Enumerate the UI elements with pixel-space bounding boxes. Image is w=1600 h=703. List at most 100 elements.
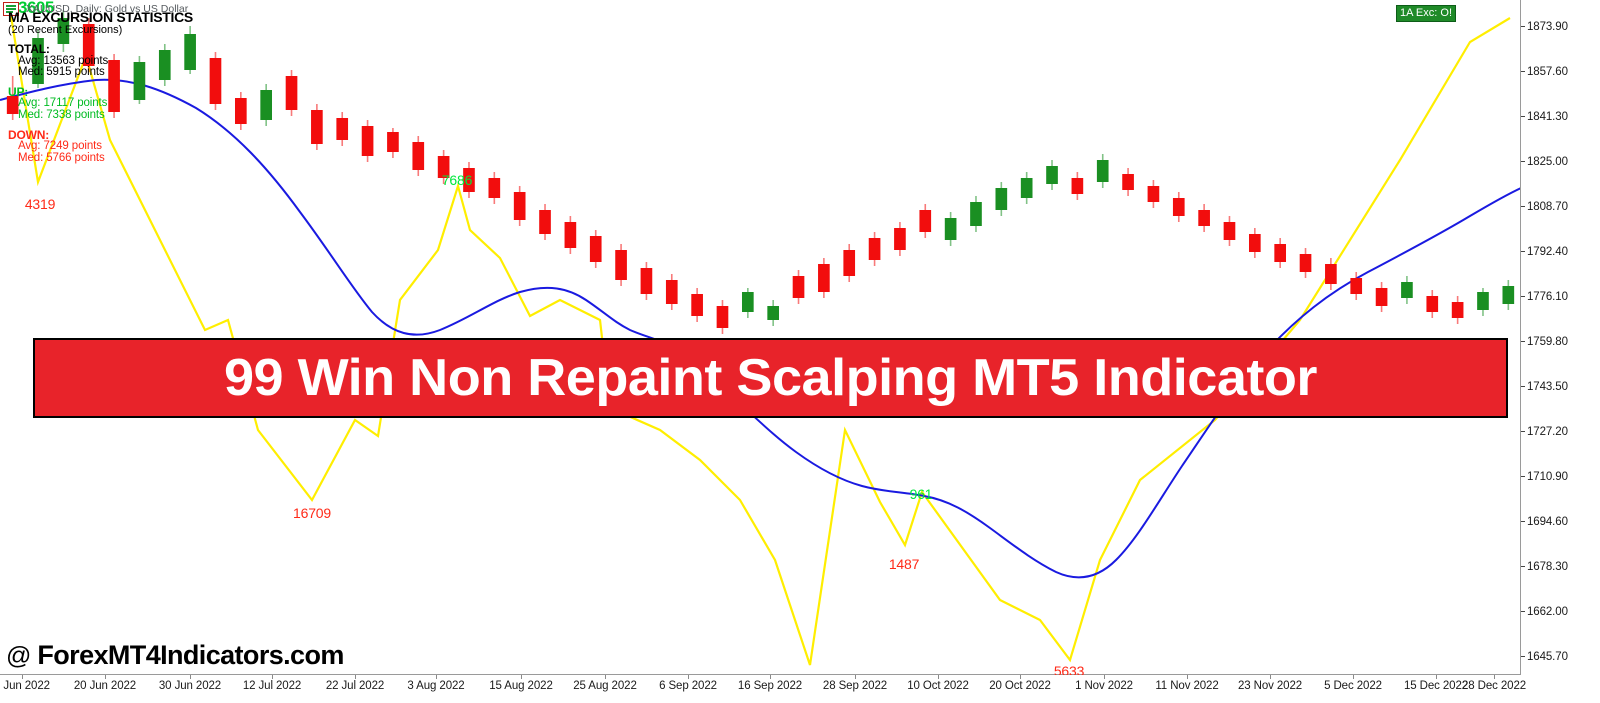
- candle-body: [158, 50, 171, 80]
- price-tick-mark: [1521, 431, 1525, 432]
- price-tick-mark: [1521, 71, 1525, 72]
- time-tick-label: 15 Aug 2022: [489, 680, 553, 692]
- price-tick: 1759.80: [1521, 336, 1568, 348]
- price-tick-mark: [1521, 251, 1525, 252]
- time-tick-mark: [1187, 675, 1188, 679]
- price-tick-mark: [1521, 656, 1525, 657]
- candle-body: [1502, 286, 1515, 304]
- time-tick-label: 8 Jun 2022: [0, 680, 50, 692]
- candle-body: [234, 98, 247, 124]
- price-tick-label: 1759.80: [1527, 336, 1568, 348]
- candle-body: [1071, 178, 1084, 194]
- time-tick-label: 11 Nov 2022: [1155, 680, 1219, 692]
- price-tick-label: 1694.60: [1527, 516, 1568, 528]
- candle-body: [387, 132, 399, 152]
- time-tick-mark: [605, 675, 606, 679]
- promo-banner-text: 99 Win Non Repaint Scalping MT5 Indicato…: [224, 349, 1317, 407]
- time-axis[interactable]: 8 Jun 2022 20 Jun 2022 30 Jun 2022 12 Jul 2…: [0, 675, 1600, 703]
- candlestick-series: [6, 10, 1515, 334]
- price-tick-mark: [1521, 611, 1525, 612]
- ma-excursion-badge[interactable]: 1A Exc: O!: [1396, 5, 1456, 22]
- time-tick-label: 1 Nov 2022: [1075, 680, 1133, 692]
- price-tick: 1825.00: [1521, 156, 1568, 168]
- price-tick-mark: [1521, 161, 1525, 162]
- time-tick-mark: [1020, 675, 1021, 679]
- candle-body: [32, 38, 44, 84]
- excursion-zigzag-line: [8, 9, 1511, 666]
- candle-body: [919, 210, 932, 232]
- candle-body: [133, 62, 146, 100]
- time-tick-mark: [105, 675, 106, 679]
- time-tick-label: 20 Jun 2022: [73, 680, 137, 692]
- candle-body: [818, 264, 830, 292]
- candle-body: [1426, 296, 1439, 312]
- time-tick-label: 25 Aug 2022: [573, 680, 637, 692]
- candle-body: [894, 228, 906, 250]
- candle-body: [767, 306, 780, 320]
- price-tick: 1776.10: [1521, 291, 1568, 303]
- price-axis[interactable]: 1873.90 1857.60 1841.30 1825.00 1808.70 1792.…: [1521, 0, 1600, 703]
- price-tick: 1727.20: [1521, 426, 1568, 438]
- candle-body: [336, 118, 349, 140]
- price-tick-mark: [1521, 476, 1525, 477]
- candle-body: [108, 60, 120, 112]
- time-tick-mark: [1353, 675, 1354, 679]
- candle-body: [944, 218, 957, 240]
- time-tick-label: 3 Aug 2022: [407, 680, 465, 692]
- candle-body: [412, 142, 425, 170]
- price-tick: 1678.30: [1521, 561, 1568, 573]
- candle-body: [792, 276, 805, 298]
- price-tick: 1743.50: [1521, 381, 1568, 393]
- candle-body: [1172, 198, 1185, 216]
- time-tick-mark: [22, 675, 23, 679]
- candle-body: [640, 268, 653, 294]
- price-tick-mark: [1521, 566, 1525, 567]
- candle-body: [1122, 174, 1134, 190]
- candle-body: [970, 202, 982, 226]
- price-tick-mark: [1521, 296, 1525, 297]
- candle-body: [665, 280, 678, 304]
- candle-body: [1147, 186, 1160, 202]
- candle-body: [1350, 278, 1363, 294]
- at-symbol: @: [6, 642, 32, 670]
- price-tick-label: 1776.10: [1527, 291, 1568, 303]
- time-tick-mark: [1270, 675, 1271, 679]
- price-tick: 1694.60: [1521, 516, 1568, 528]
- time-tick-label: 15 Dec 2022: [1403, 680, 1469, 692]
- candle-body: [57, 18, 70, 44]
- time-tick-mark: [436, 675, 437, 679]
- time-tick-mark: [1494, 675, 1495, 679]
- price-tick-label: 1841.30: [1527, 111, 1568, 123]
- candle-body: [1020, 178, 1033, 198]
- candle-body: [615, 250, 627, 280]
- candle-body: [1223, 222, 1236, 240]
- time-tick-mark: [521, 675, 522, 679]
- brand-watermark: @ ForexMT4Indicators.com: [6, 640, 348, 671]
- price-tick-mark: [1521, 521, 1525, 522]
- price-tick: 1857.60: [1521, 66, 1568, 78]
- price-tick-label: 1727.20: [1527, 426, 1568, 438]
- price-tick-label: 1645.70: [1527, 651, 1568, 663]
- price-tick-mark: [1521, 386, 1525, 387]
- candle-body: [1248, 234, 1261, 252]
- price-tick: 1645.70: [1521, 651, 1568, 663]
- candle-body: [1451, 302, 1464, 318]
- price-tick-label: 1662.00: [1527, 606, 1568, 618]
- candle-body: [1375, 288, 1388, 306]
- candle-body: [691, 294, 703, 316]
- candle-body: [1198, 210, 1210, 226]
- candle-body: [463, 168, 475, 192]
- promo-banner: 99 Win Non Repaint Scalping MT5 Indicato…: [33, 338, 1508, 418]
- candle-body: [716, 306, 729, 328]
- time-tick-mark: [1104, 675, 1105, 679]
- candle-body: [741, 292, 754, 312]
- price-tick-label: 1873.90: [1527, 21, 1568, 33]
- candle-body: [564, 222, 577, 248]
- candle-body: [1299, 254, 1312, 272]
- price-tick-label: 1743.50: [1527, 381, 1568, 393]
- time-tick-label: 12 Jul 2022: [242, 680, 302, 692]
- candle-body: [361, 126, 374, 156]
- price-tick-label: 1792.40: [1527, 246, 1568, 258]
- candle-body: [1046, 166, 1058, 184]
